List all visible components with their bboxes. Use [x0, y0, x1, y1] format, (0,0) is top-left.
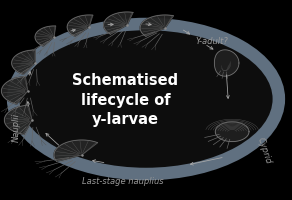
Text: Y-adult?: Y-adult? [195, 36, 228, 46]
Polygon shape [35, 26, 56, 46]
Text: Cyprid: Cyprid [256, 137, 273, 165]
Text: Last-stage nauplius: Last-stage nauplius [82, 178, 164, 186]
Polygon shape [12, 50, 35, 74]
Polygon shape [214, 50, 239, 76]
Polygon shape [54, 140, 98, 161]
Text: Nauplii: Nauplii [12, 112, 20, 142]
Polygon shape [4, 105, 32, 134]
Polygon shape [104, 12, 133, 34]
Polygon shape [215, 122, 249, 142]
Text: Schematised
lifecycle of
y-larvae: Schematised lifecycle of y-larvae [72, 73, 179, 127]
Polygon shape [1, 77, 28, 104]
Polygon shape [140, 15, 173, 36]
Ellipse shape [13, 24, 279, 174]
Polygon shape [67, 15, 93, 36]
